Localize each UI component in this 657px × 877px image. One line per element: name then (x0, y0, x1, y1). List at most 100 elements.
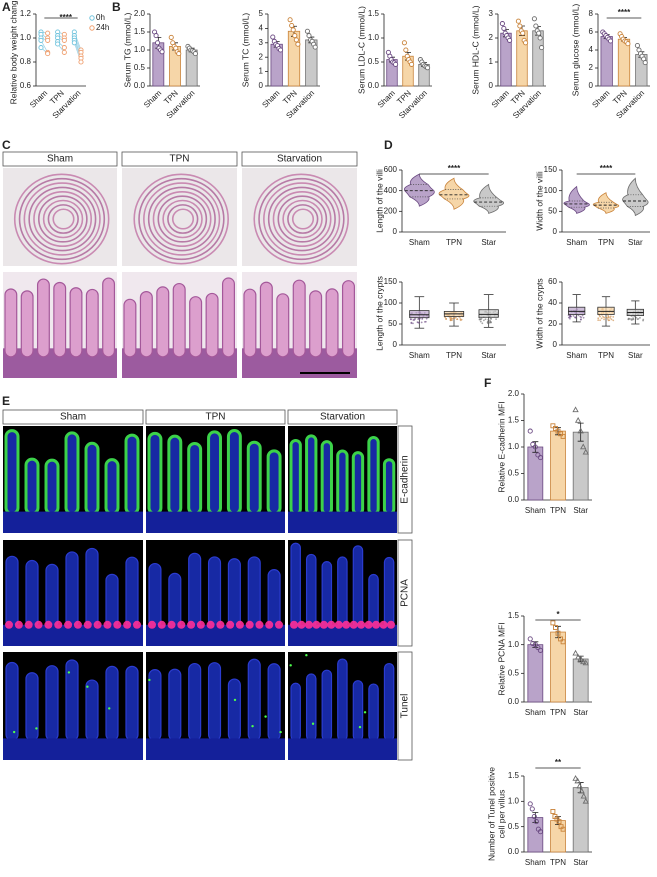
data-point (572, 406, 579, 413)
jitter (612, 319, 615, 322)
y-tick-label: 0 (393, 340, 398, 349)
y-tick-label: 3 (259, 38, 264, 47)
data-point (517, 23, 523, 29)
data-point (295, 41, 301, 47)
data-point (574, 653, 582, 660)
y-tick-label: 6 (589, 27, 594, 36)
tissue-ring (171, 208, 195, 230)
x-tick-label: Sham (142, 88, 163, 109)
error-bar (555, 426, 561, 436)
panel-label: D (384, 138, 393, 152)
box (409, 310, 430, 319)
pcna-cell (196, 620, 205, 629)
villus (45, 563, 59, 628)
villus (383, 556, 395, 628)
data-point (535, 452, 541, 458)
column-header: Starvation (320, 412, 365, 423)
jitter (487, 318, 490, 321)
jitter (444, 316, 447, 319)
y-tick-label: 1.0 (368, 33, 380, 42)
tunel-cell (264, 715, 267, 718)
jitter (481, 322, 484, 325)
x-tick-label: Star (628, 238, 643, 247)
data-point (555, 630, 561, 636)
data-point (306, 33, 312, 39)
villus (267, 569, 281, 628)
tissue-ring (258, 177, 345, 261)
jitter (420, 321, 423, 324)
pcna-cell (312, 620, 321, 629)
villus (321, 669, 333, 742)
significance-label: **** (60, 13, 73, 22)
villus (36, 278, 50, 358)
data-point (287, 17, 293, 23)
jitter (482, 319, 485, 322)
data-point (312, 44, 318, 50)
column-header: Sham (60, 412, 86, 423)
x-tick-label: Sham (376, 88, 397, 109)
y-tick-label: 0 (553, 340, 558, 349)
tunel-cell (305, 654, 308, 657)
pcna-cell (255, 620, 264, 629)
villus (290, 542, 301, 628)
header-box (2, 151, 118, 167)
base (3, 738, 143, 760)
data-point (577, 427, 584, 434)
panel-label: F (484, 376, 491, 390)
bar (550, 430, 566, 501)
significance-label: ** (555, 758, 562, 767)
pcna-cell (123, 620, 132, 629)
y-tick-label: 0.0 (508, 847, 520, 856)
tissue-ring (33, 190, 93, 248)
villus (45, 665, 59, 742)
y-axis-label: Length of the villi (374, 169, 384, 233)
jitter (597, 317, 600, 320)
jitter (600, 317, 603, 320)
y-tick-label: 150 (384, 277, 398, 286)
villus (44, 458, 60, 516)
data-point (153, 33, 159, 39)
villus (292, 279, 306, 358)
villus (5, 661, 19, 742)
tissue-image (242, 168, 357, 266)
x-tick-label: Sham (490, 88, 511, 109)
pcna-cell (64, 620, 73, 629)
jitter (417, 321, 420, 324)
data-point (537, 35, 543, 41)
jitter (479, 320, 482, 323)
pcna-cell (167, 620, 176, 629)
x-tick-label: TPN (446, 238, 462, 247)
y-tick-label: 0.5 (368, 57, 380, 66)
jitter (635, 316, 638, 319)
tissue-ring (167, 204, 199, 234)
jitter (582, 316, 585, 319)
data-point (608, 38, 614, 44)
header-box (2, 409, 144, 425)
villus (382, 458, 396, 516)
x-tick-label: TPN (550, 708, 566, 717)
pcna-cell (319, 620, 328, 629)
scale-bar (300, 372, 350, 374)
villus (289, 438, 302, 516)
data-point (293, 37, 299, 43)
villus (337, 556, 348, 628)
y-tick-label: 1.0 (508, 640, 520, 649)
x-tick-label: Sham (28, 88, 49, 109)
jitter (484, 318, 487, 321)
tunel-cell (358, 725, 362, 729)
data-point (642, 60, 648, 66)
y-axis-label: Width of the villi (534, 171, 544, 231)
villus (383, 662, 395, 742)
data-point (572, 774, 579, 781)
tunel-cell (311, 722, 315, 725)
tissue-ring (13, 173, 110, 265)
villus (247, 658, 261, 742)
jitter (610, 318, 613, 321)
data-point (560, 433, 566, 439)
tunel-cell (67, 671, 71, 674)
y-axis-label: Serum TG (mmol/L) (122, 12, 132, 87)
pcna-cell (216, 620, 225, 629)
jitter (478, 318, 481, 321)
y-tick-label: 1.2 (20, 9, 32, 18)
data-point (61, 49, 67, 55)
